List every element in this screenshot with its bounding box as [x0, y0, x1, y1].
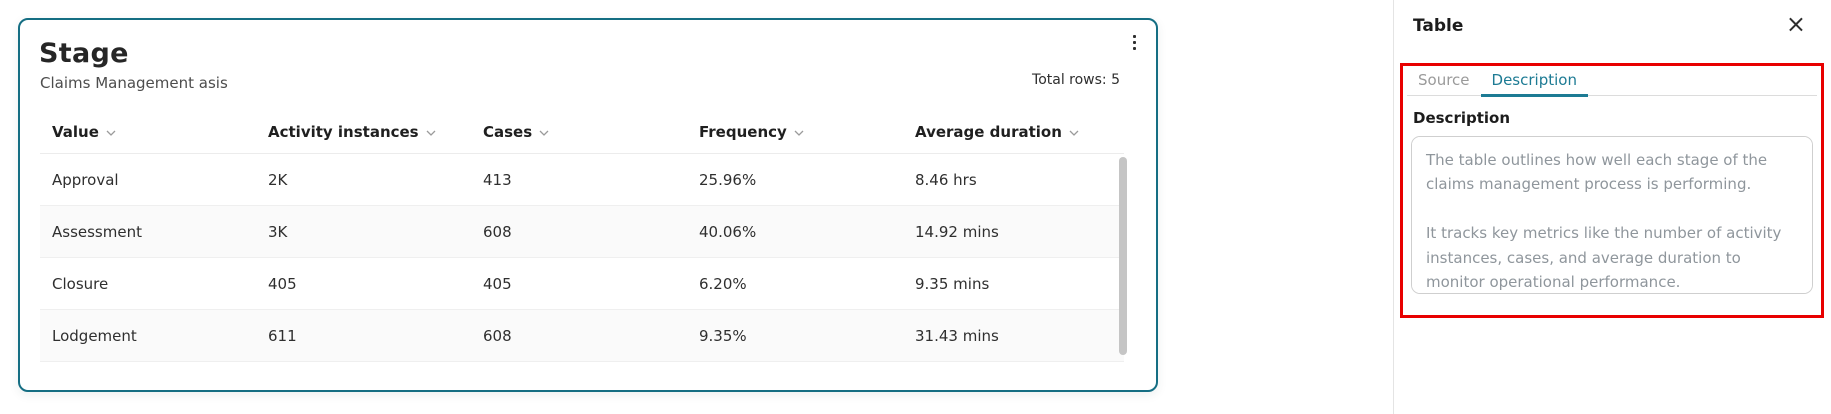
tab-source[interactable]: Source — [1418, 71, 1470, 89]
table-row: Assessment 3K 608 40.06% 14.92 mins — [40, 206, 1124, 258]
table-body: Approval 2K 413 25.96% 8.46 hrs Assessment 3K 6… — [40, 154, 1124, 362]
table-cell: 31.43 mins — [915, 326, 999, 345]
description-textarea[interactable]: The table outlines how well each stage o… — [1411, 136, 1813, 294]
table-cell: 405 — [483, 274, 512, 293]
column-header-cases[interactable]: Cases — [471, 123, 687, 141]
table-cell: 9.35% — [699, 326, 747, 345]
column-header-label: Average duration — [915, 122, 1062, 141]
table-cell: 608 — [483, 326, 512, 345]
column-header-frequency[interactable]: Frequency — [687, 123, 903, 141]
table-cell: Approval — [52, 170, 119, 189]
table-cell: Closure — [52, 274, 109, 293]
table-cell: 413 — [483, 170, 512, 189]
table-header-row: Value Activity instances Cases Frequency Ave… — [40, 110, 1124, 154]
kebab-menu-icon[interactable] — [1126, 31, 1142, 53]
column-header-label: Value — [52, 122, 99, 141]
column-header-label: Activity instances — [268, 122, 419, 141]
table-cell: 608 — [483, 222, 512, 241]
description-label: Description — [1413, 109, 1511, 127]
table-cell: 25.96% — [699, 170, 757, 189]
table-cell: 6.20% — [699, 274, 747, 293]
panel-title: Table — [1413, 16, 1464, 36]
card-title: Stage — [39, 38, 129, 69]
table-cell: 2K — [268, 170, 288, 189]
column-header-value[interactable]: Value — [40, 123, 256, 141]
table-scrollbar[interactable] — [1119, 157, 1127, 355]
table-row: Closure 405 405 6.20% 9.35 mins — [40, 258, 1124, 310]
panel-tabs: Source Description — [1407, 66, 1817, 97]
sort-chevron-down-icon — [794, 130, 804, 136]
sort-chevron-down-icon — [1069, 130, 1079, 136]
total-rows-label: Total rows: 5 — [1032, 72, 1120, 88]
data-table: Value Activity instances Cases Frequency Ave… — [40, 110, 1124, 362]
card-subtitle: Claims Management asis — [40, 74, 228, 92]
column-header-activity-instances[interactable]: Activity instances — [256, 123, 471, 141]
sort-chevron-down-icon — [426, 130, 436, 136]
annotation-highlight-box: Source Description Description The table … — [1400, 63, 1824, 318]
table-cell: 3K — [268, 222, 288, 241]
stage-table-card: Stage Claims Management asis Total rows:… — [18, 18, 1158, 392]
table-settings-panel: Table × Source Description Description Th… — [1393, 0, 1831, 414]
sort-chevron-down-icon — [106, 130, 116, 136]
table-cell: 8.46 hrs — [915, 170, 977, 189]
table-cell: 611 — [268, 326, 297, 345]
table-cell: Lodgement — [52, 326, 137, 345]
table-cell: 14.92 mins — [915, 222, 999, 241]
sort-chevron-down-icon — [539, 130, 549, 136]
table-cell: 40.06% — [699, 222, 757, 241]
column-header-label: Frequency — [699, 122, 787, 141]
tab-description[interactable]: Description — [1480, 66, 1588, 97]
table-cell: Assessment — [52, 222, 142, 241]
table-row: Lodgement 611 608 9.35% 31.43 mins — [40, 310, 1124, 362]
table-row: Approval 2K 413 25.96% 8.46 hrs — [40, 154, 1124, 206]
column-header-average-duration[interactable]: Average duration — [903, 123, 1124, 141]
table-cell: 405 — [268, 274, 297, 293]
table-cell: 9.35 mins — [915, 274, 990, 293]
column-header-label: Cases — [483, 122, 533, 141]
close-icon[interactable]: × — [1785, 10, 1806, 38]
